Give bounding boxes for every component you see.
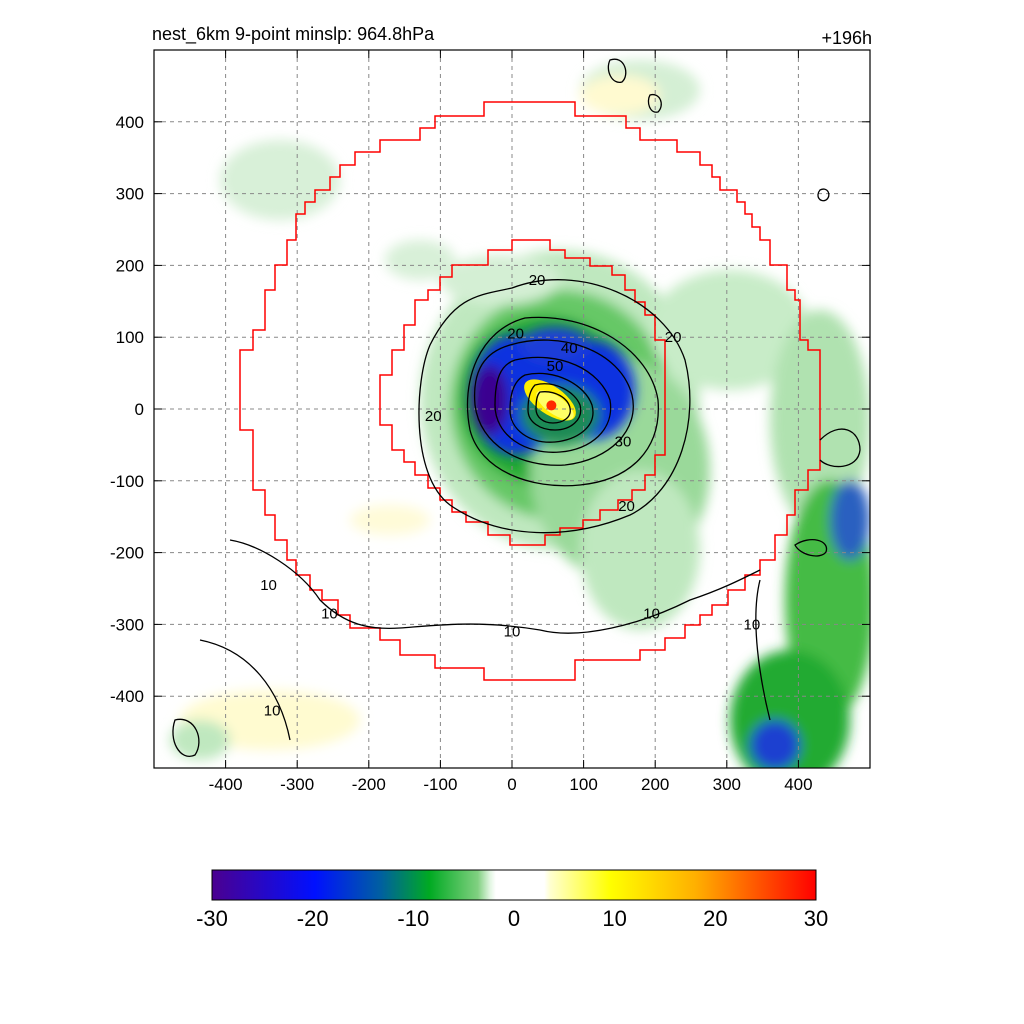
inner-nest-boundary [379, 239, 666, 546]
contour-label: 50 [547, 358, 564, 375]
y-tick-label: 300 [116, 185, 144, 204]
contour-label: 20 [507, 326, 524, 343]
x-tick-label: -400 [209, 775, 243, 794]
y-tick-label: 100 [116, 328, 144, 347]
contour-label: 10 [260, 577, 277, 594]
storm-center-marker [546, 400, 557, 411]
y-tick-label: 200 [116, 256, 144, 275]
contour-label: 10 [643, 606, 660, 623]
contour-label: 20 [425, 408, 442, 425]
colorbar [211, 869, 817, 901]
forecast-hour-label: +196h [821, 28, 872, 48]
colorbar-tick-label: 10 [602, 906, 626, 931]
colorbar-tick-label: 20 [703, 906, 727, 931]
colorbar-tick-label: 0 [508, 906, 520, 931]
contour-label: 10 [264, 703, 281, 720]
contour-label: 40 [561, 340, 578, 357]
y-axis: 400 300 200 100 0 -100 -200 -300 -400 [110, 113, 870, 706]
x-tick-label: 0 [507, 775, 516, 794]
contour-label: 20 [665, 329, 682, 346]
x-tick-label: 100 [569, 775, 597, 794]
colorbar-tick-label: -30 [196, 906, 228, 931]
outer-nest-boundary [239, 101, 821, 681]
y-tick-label: 0 [135, 400, 144, 419]
x-tick-label: -200 [352, 775, 386, 794]
shaded-field [154, 50, 870, 768]
x-tick-label: 400 [784, 775, 812, 794]
y-tick-label: -400 [110, 687, 144, 706]
x-axis: -400 -300 -200 -100 0 100 200 300 400 [209, 50, 813, 794]
chart-title: nest_6km 9-point minslp: 964.8hPa [152, 24, 435, 45]
contour-label: 10 [744, 616, 761, 633]
contour-label: 10 [321, 606, 338, 623]
contour-lines [172, 58, 861, 757]
x-tick-label: 200 [641, 775, 669, 794]
x-tick-label: -100 [423, 775, 457, 794]
colorbar-tick-label: 30 [804, 906, 828, 931]
colorbar-labels: -30 -20 -10 0 10 20 30 [196, 906, 828, 931]
contour-label: 20 [618, 498, 635, 515]
nest-boundaries [239, 101, 821, 681]
y-tick-label: -100 [110, 472, 144, 491]
y-tick-label: -200 [110, 544, 144, 563]
contour-label: 30 [615, 433, 632, 450]
contour-label: 10 [504, 624, 521, 641]
colorbar-tick-label: -20 [297, 906, 329, 931]
x-tick-label: -300 [280, 775, 314, 794]
contour-label: 20 [529, 272, 546, 289]
y-tick-label: -300 [110, 615, 144, 634]
x-tick-label: 300 [713, 775, 741, 794]
colorbar-tick-label: -10 [397, 906, 429, 931]
y-tick-label: 400 [116, 113, 144, 132]
